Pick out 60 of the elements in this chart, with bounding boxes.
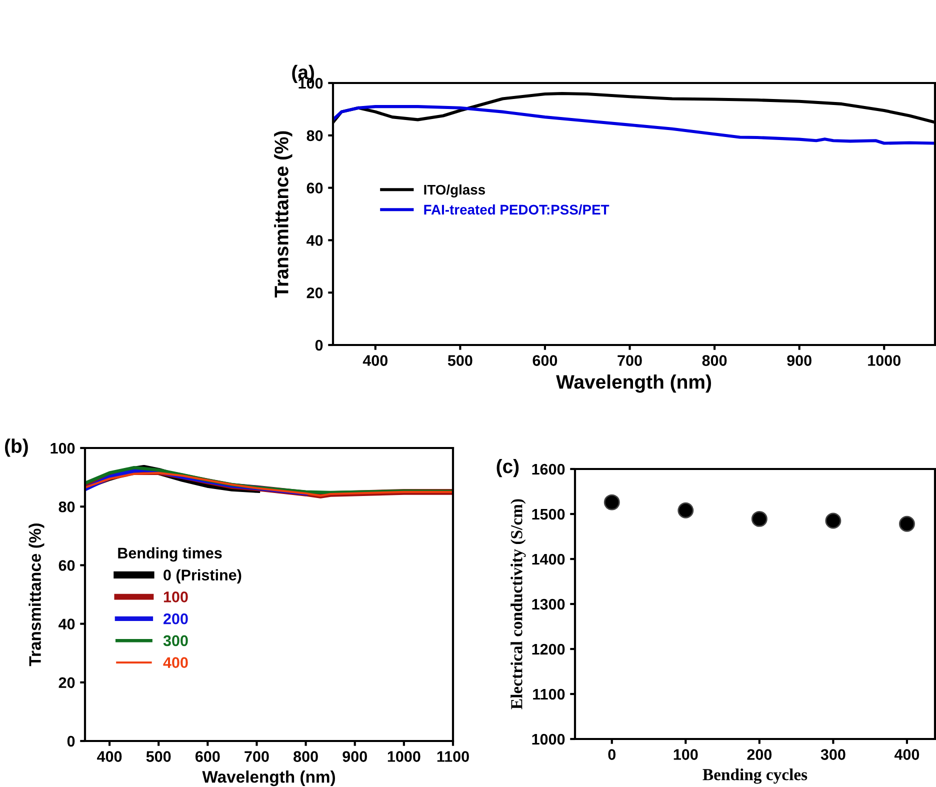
point: [678, 502, 694, 518]
x-tick-label: 600: [532, 355, 558, 366]
x-axis-title: Wavelength (nm): [202, 770, 335, 786]
point: [751, 510, 768, 527]
x-axis-title: Wavelength (nm): [556, 374, 711, 393]
y-tick-label: 20: [306, 287, 323, 298]
point: [604, 494, 620, 510]
x-tick-label: 100: [674, 749, 698, 760]
y-tick-label: 40: [58, 618, 75, 630]
x-tick-label: 700: [618, 355, 642, 366]
y-tick-label: 1600: [532, 464, 565, 475]
legend-label: 400: [163, 657, 188, 668]
y-tick-label: 0: [315, 340, 323, 351]
point: [825, 512, 842, 529]
y-axis-title: Transmittance (%): [274, 131, 292, 298]
y-axis-title: Electrical conductivity (S/cm): [510, 499, 526, 710]
x-tick-label: 800: [702, 355, 727, 366]
x-tick-label: 1000: [868, 355, 900, 366]
y-tick-label: 20: [58, 677, 75, 688]
x-tick-label: 400: [362, 355, 388, 366]
x-tick-label: 300: [820, 749, 846, 760]
y-tick-label: 1000: [532, 734, 565, 745]
x-tick-label: 900: [787, 355, 812, 366]
y-axis-title: Transmittance (%): [28, 524, 44, 666]
legend-title: Bending times: [118, 547, 222, 562]
y-tick-label: 40: [306, 235, 323, 246]
x-tick-label: 1100: [437, 751, 469, 762]
y-tick-label: 1200: [532, 644, 565, 655]
y-tick-label: 1300: [532, 598, 565, 610]
text: (c): [496, 458, 519, 478]
x-tick-label: 1000: [388, 751, 420, 762]
legend-label: 200: [164, 613, 188, 624]
y-tick-label: 60: [58, 560, 75, 571]
y-tick-label: 0: [67, 736, 75, 747]
x-axis-title: Bending cycles: [702, 768, 808, 784]
x-tick-label: 0: [608, 749, 616, 760]
legend-label: ITO/glass: [424, 184, 485, 198]
text: (b): [5, 438, 28, 457]
y-tick-label: 60: [306, 182, 323, 194]
x-tick-label: 900: [342, 751, 367, 762]
y-tick-label: 80: [306, 130, 323, 142]
point: [898, 516, 915, 532]
x-tick-label: 400: [97, 751, 122, 762]
legend-label: 100: [164, 592, 188, 602]
x-tick-label: 200: [747, 749, 772, 760]
x-tick-label: 700: [244, 751, 269, 762]
legend-label: 0 (Pristine): [164, 569, 242, 584]
x-tick-label: 500: [146, 751, 171, 762]
x-tick-label: 600: [195, 751, 220, 762]
x-tick-label: 800: [294, 751, 318, 762]
x-tick-label: 500: [448, 355, 472, 366]
legend-label: 300: [163, 635, 188, 646]
y-tick-label: 1400: [532, 554, 565, 565]
x-tick-label: 400: [894, 749, 920, 760]
y-tick-label: 1100: [533, 688, 565, 700]
legend-label: FAI-treated PEDOT:PSS/PET: [424, 204, 610, 215]
line-series: [333, 105, 935, 145]
y-tick-label: 100: [50, 442, 75, 454]
y-tick-label: 1500: [532, 508, 565, 520]
y-tick-label: 80: [58, 501, 75, 512]
